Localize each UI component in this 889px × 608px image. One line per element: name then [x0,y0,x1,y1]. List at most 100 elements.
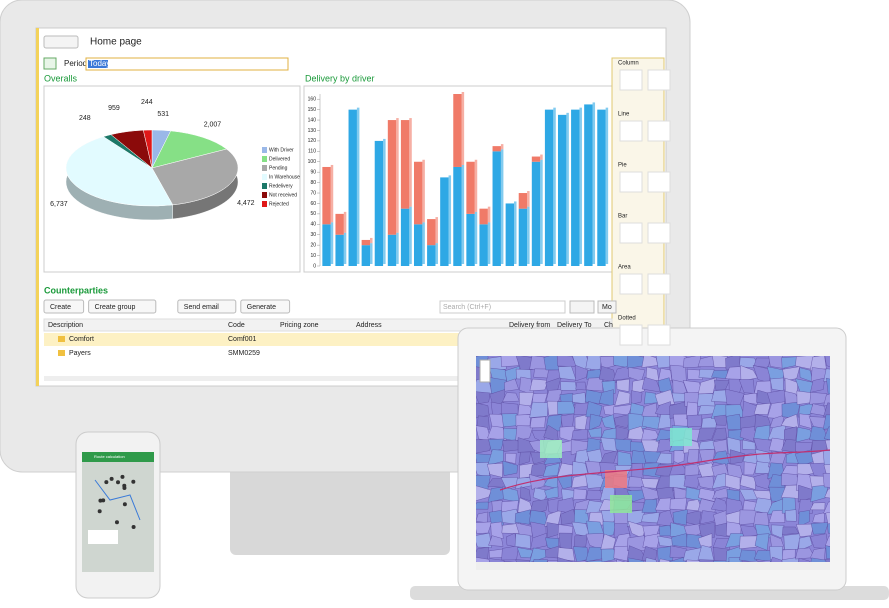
more-button[interactable] [597,300,617,314]
map-pin [109,476,114,481]
bar [322,166,331,225]
bar [374,140,384,266]
bar-side [487,206,491,223]
button-label: Create group [95,304,136,311]
button[interactable] [88,299,157,314]
map-region [504,561,515,562]
chart-type-option[interactable] [647,69,671,91]
bar-side [527,206,530,264]
pie-label: 2,007 [204,121,222,128]
chart-type-option[interactable] [619,222,643,244]
map-region [488,535,504,547]
map-region [476,557,491,562]
map-region [782,366,801,381]
bar [387,120,397,235]
map-region [739,474,757,490]
chart-type-option[interactable] [647,120,671,142]
bar-side [343,211,347,233]
map-region [810,484,829,503]
map-region [669,556,686,562]
chart-type-option[interactable] [647,324,671,346]
y-tick-label: 0 [313,263,316,269]
map-region [825,512,830,526]
map-region [488,558,505,562]
button[interactable] [240,299,291,314]
legend-label: In Warehouse [269,174,300,180]
map-region [671,533,688,548]
map-pin [116,480,121,485]
map-region [683,474,702,489]
legend-label: With Driver [269,147,294,153]
y-tick-label: 100 [308,159,317,165]
bar [466,161,475,214]
bar-side [343,232,347,264]
chart-type-option[interactable] [619,324,643,346]
map-region [504,378,519,392]
map-region [476,402,490,419]
map-region [517,437,535,454]
map-pin [131,479,136,484]
button-label: Send email [184,304,219,311]
map-region [669,497,688,511]
map-region [615,426,629,444]
map-region [476,532,492,548]
pie-label: 244 [141,99,153,106]
map-region [629,501,645,511]
map-region [573,535,588,549]
map-region [530,532,547,550]
bar [361,239,371,246]
y-tick-label: 110 [308,149,316,155]
bar [531,161,541,266]
bar [335,213,344,235]
bar [597,109,606,267]
cell: SMM0259 [228,350,260,357]
monitor-stand [230,465,450,555]
zoom-control[interactable] [479,359,491,383]
map-region [798,535,813,552]
chart-type-option[interactable] [619,120,643,142]
chart-type-option[interactable] [647,222,671,244]
map-region [515,414,531,427]
cell: Payers [69,350,91,357]
map-region [515,425,534,441]
search-button[interactable] [569,300,595,314]
column-header: Delivery To [557,322,592,329]
bar-side [514,201,517,264]
phone-header [82,452,154,462]
button[interactable] [43,299,85,314]
chart-type-option[interactable] [619,69,643,91]
button-label: Create [50,304,71,311]
bar-side [540,154,543,160]
button[interactable] [177,299,237,314]
map-region [557,557,575,562]
map-region [753,402,771,415]
period-field[interactable] [85,57,289,71]
scrollbar[interactable] [44,376,612,381]
chart-type-option[interactable] [619,171,643,193]
legend-swatch [262,192,267,198]
period-label: Period: [64,59,89,68]
refresh-button[interactable] [43,57,57,70]
map-region [687,414,703,428]
map-region [518,451,531,466]
chart-type-option[interactable] [647,171,671,193]
map-region [571,474,588,489]
bar-side [435,217,438,244]
map-region [502,439,521,452]
map-region [758,559,771,562]
bar-side [500,149,504,264]
search-field[interactable] [439,300,566,314]
nav-buttons[interactable] [43,35,79,49]
map-region [602,521,616,538]
map-region [711,369,728,379]
bar-side [448,175,452,264]
chart-type-option[interactable] [647,273,671,295]
bar [492,146,501,152]
bar-side [409,118,412,207]
bar-side [396,118,399,233]
legend-swatch [262,201,267,207]
y-tick-label: 20 [310,242,316,248]
chart-type-option[interactable] [619,273,643,295]
map-region [686,559,702,562]
map-region [502,460,518,476]
